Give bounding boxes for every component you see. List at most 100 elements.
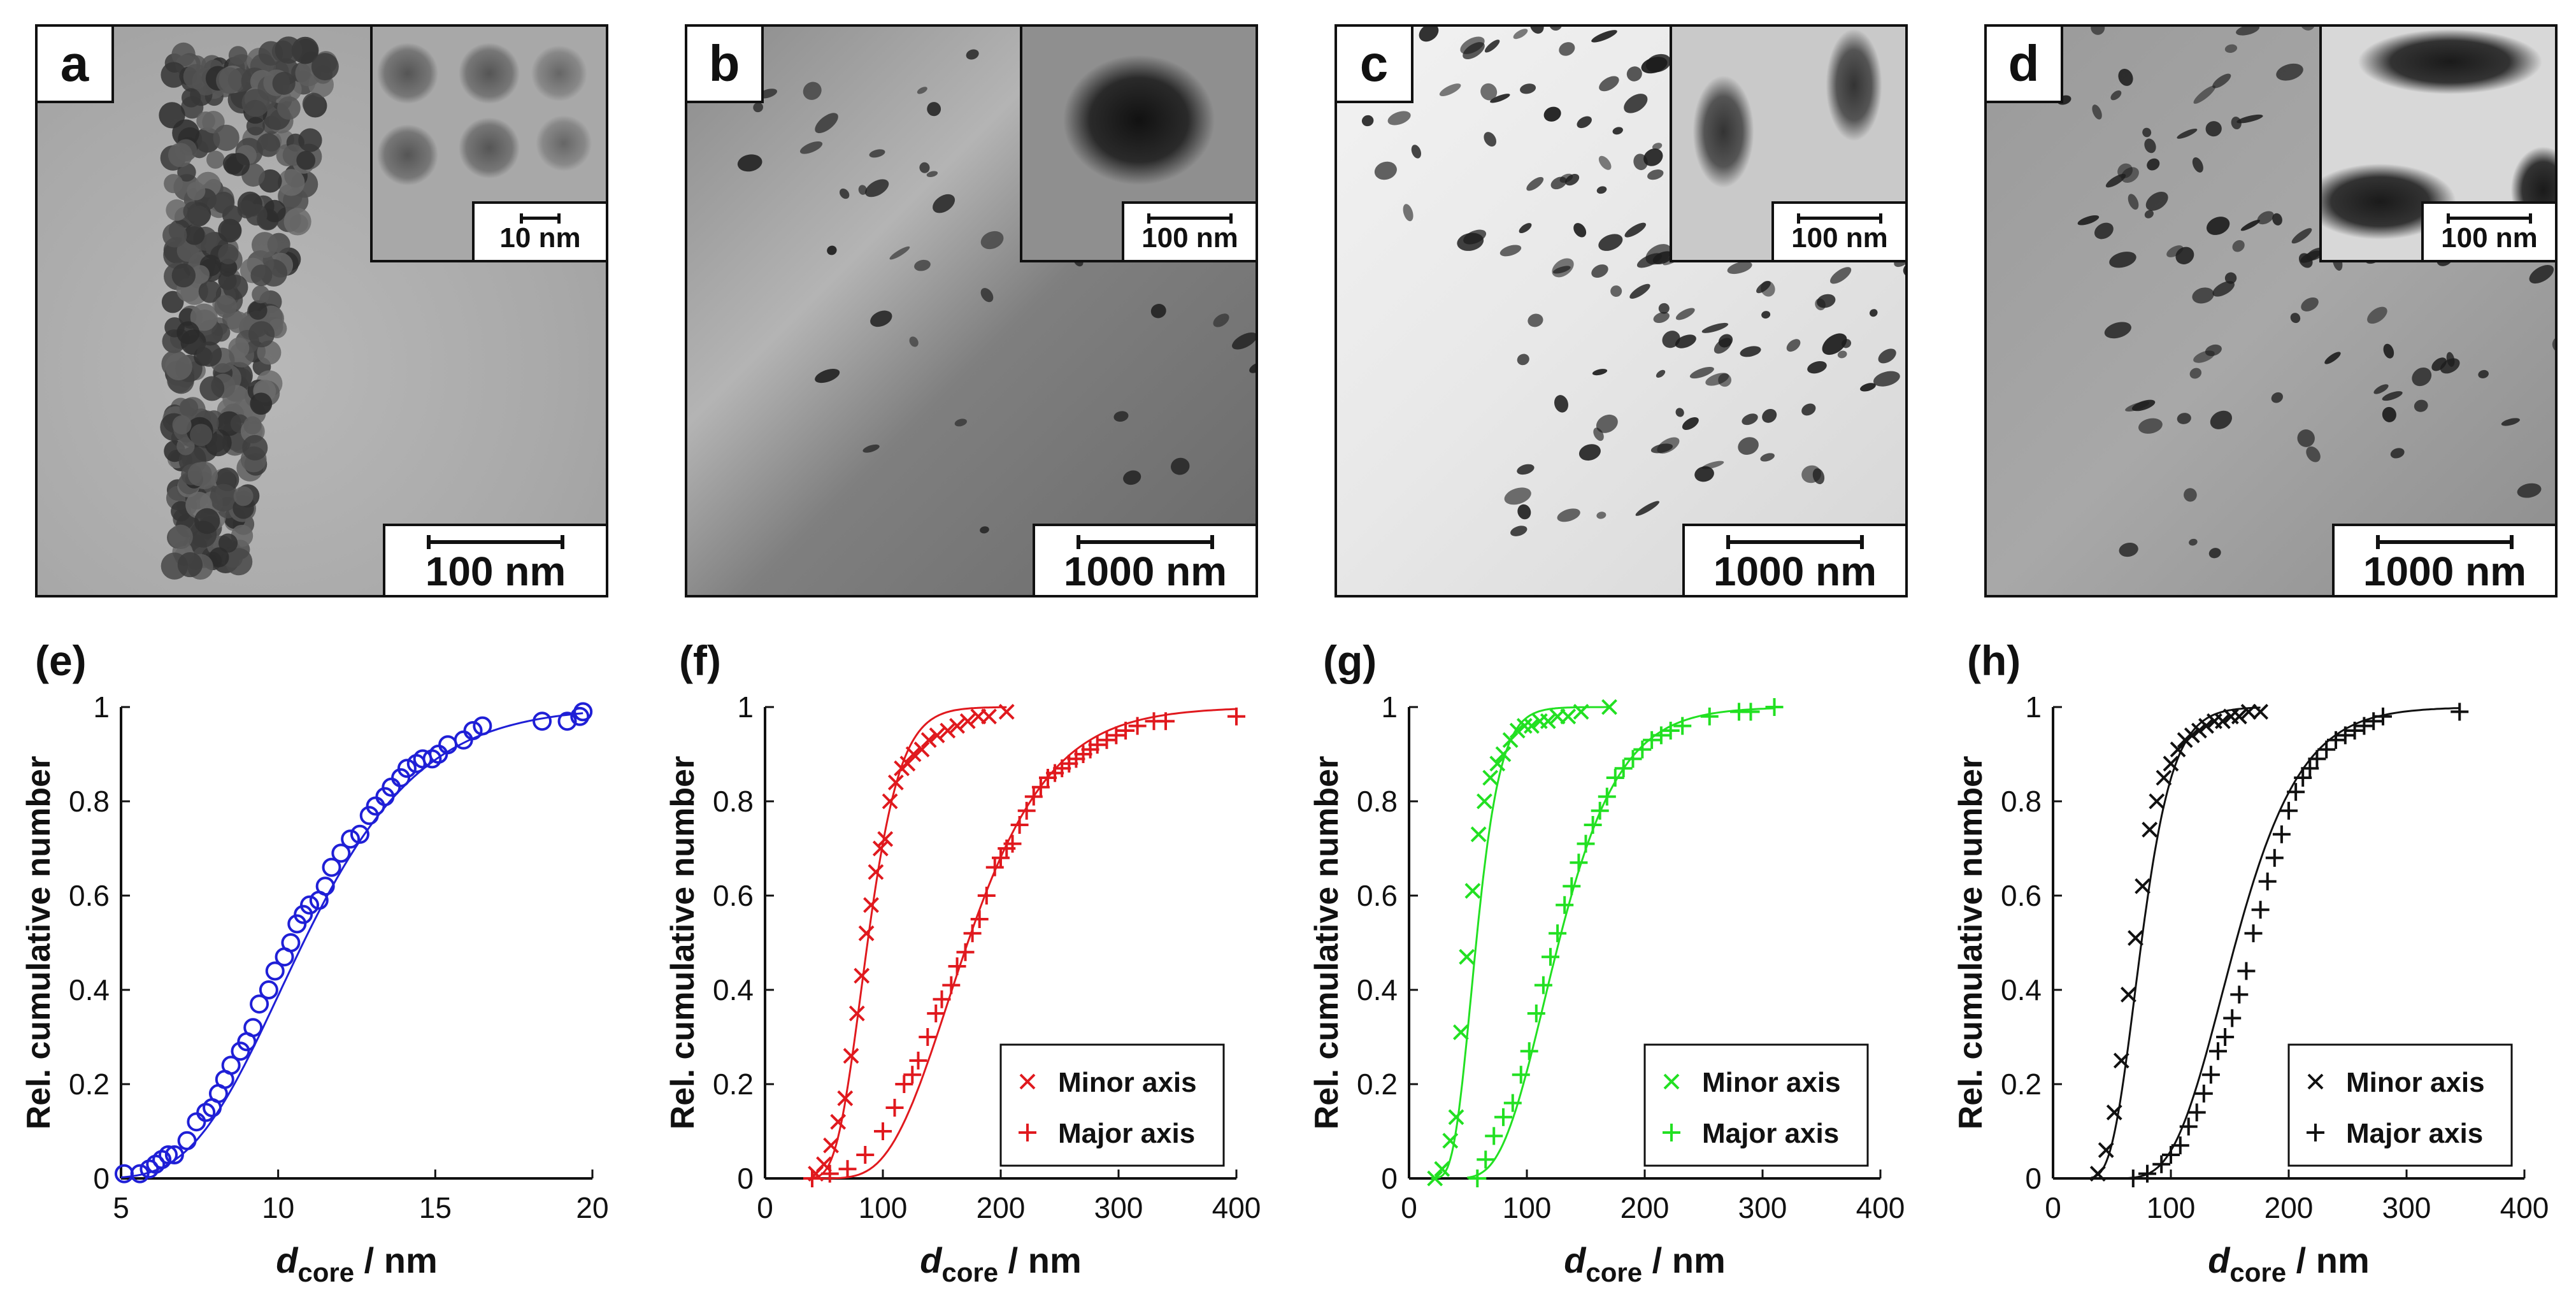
particle xyxy=(2208,548,2221,559)
particle xyxy=(1653,311,1670,324)
data-point xyxy=(1563,877,1581,896)
data-point xyxy=(2194,1084,2213,1103)
data-point xyxy=(913,741,930,758)
data-point xyxy=(164,1145,184,1164)
y-tick-label: 0 xyxy=(93,1162,110,1195)
x-tick-label: 0 xyxy=(757,1191,773,1224)
particle xyxy=(2192,157,2203,173)
x-tick-label: 300 xyxy=(2382,1191,2431,1224)
data-point xyxy=(2128,930,2143,947)
particle xyxy=(1740,346,1761,357)
particle xyxy=(1543,106,1561,122)
data-point xyxy=(322,857,341,877)
y-tick-label: 0.6 xyxy=(2001,879,2042,912)
data-point xyxy=(1494,1108,1512,1126)
data-point xyxy=(1584,816,1602,834)
particle xyxy=(2144,138,2156,154)
particle xyxy=(1361,115,1374,127)
particle xyxy=(1689,367,1714,379)
nanoparticle xyxy=(177,552,203,578)
particle xyxy=(869,149,885,158)
data-point xyxy=(874,1122,892,1140)
data-point xyxy=(1157,712,1175,731)
data-point xyxy=(1024,787,1043,806)
data-point xyxy=(2345,722,2364,740)
particle xyxy=(2128,194,2139,210)
particle xyxy=(862,444,880,453)
data-point xyxy=(331,843,351,863)
y-tick-label: 0.8 xyxy=(713,785,754,818)
particle xyxy=(917,87,927,94)
particle xyxy=(1598,234,1623,251)
particle xyxy=(1403,204,1413,222)
particle xyxy=(909,336,919,347)
y-tick-label: 1 xyxy=(737,690,754,724)
scale-bar: 1000 nm xyxy=(2332,524,2555,595)
particle xyxy=(1419,27,1439,42)
particle xyxy=(1645,54,1671,73)
data-point xyxy=(2301,759,2319,778)
legend-marker xyxy=(1019,1124,1036,1141)
particle xyxy=(799,141,823,154)
data-point xyxy=(1098,731,1116,749)
nanoparticle xyxy=(248,301,268,320)
inset-scale-bar: 100 nm xyxy=(1122,201,1256,260)
particle xyxy=(2276,63,2303,81)
particle xyxy=(2125,401,2150,412)
particle xyxy=(2142,127,2152,138)
data-point xyxy=(2191,722,2207,739)
data-point xyxy=(2163,755,2179,772)
nanoparticle xyxy=(237,200,256,218)
particle xyxy=(1463,42,1485,60)
particle xyxy=(2382,406,2396,422)
particle xyxy=(1591,264,1608,278)
particle xyxy=(1557,508,1580,522)
data-point xyxy=(1476,793,1492,810)
nanoparticle xyxy=(189,205,210,227)
data-point xyxy=(375,787,395,806)
nanoparticle xyxy=(218,533,238,553)
legend-label: Minor axis xyxy=(1702,1067,1841,1098)
particle xyxy=(1457,232,1484,251)
data-point xyxy=(956,943,975,961)
particle xyxy=(1907,247,1908,272)
data-point xyxy=(1495,746,1512,762)
data-point xyxy=(1549,924,1567,943)
particle xyxy=(2177,128,2198,139)
legend-label: Major axis xyxy=(2346,1118,2483,1149)
particle xyxy=(2166,245,2184,257)
particle xyxy=(2145,191,2168,211)
particle xyxy=(1596,186,1607,194)
particle xyxy=(1786,339,1801,352)
legend-marker xyxy=(1019,1073,1036,1090)
data-point xyxy=(2120,986,2136,1003)
nanoparticle xyxy=(177,162,196,182)
data-point xyxy=(848,1005,865,1022)
data-point xyxy=(949,718,965,734)
nanoparticle xyxy=(181,88,201,108)
x-axis-label: dcore / nm xyxy=(276,1240,438,1287)
particle xyxy=(1675,334,1696,348)
data-point xyxy=(341,829,361,849)
nanoparticle xyxy=(218,243,239,264)
y-tick-label: 0.2 xyxy=(1357,1068,1398,1101)
particle xyxy=(1756,281,1771,294)
particle xyxy=(2383,343,2394,359)
particle xyxy=(2091,27,2105,35)
particle xyxy=(1480,83,1498,101)
particle xyxy=(2236,114,2263,124)
data-point xyxy=(1442,1133,1459,1149)
data-point xyxy=(573,702,593,722)
nanoparticle xyxy=(162,223,187,248)
nanoparticle xyxy=(196,341,222,367)
inset-scale-label: 100 nm xyxy=(1141,222,1238,254)
particle xyxy=(2147,158,2160,171)
data-point xyxy=(463,721,483,740)
data-point xyxy=(130,1164,150,1184)
data-point xyxy=(933,990,951,1008)
data-point xyxy=(895,1075,913,1093)
nanoparticle xyxy=(211,323,231,342)
particle xyxy=(2193,350,2215,363)
nanoparticle xyxy=(248,321,275,348)
particle xyxy=(2177,413,2191,424)
